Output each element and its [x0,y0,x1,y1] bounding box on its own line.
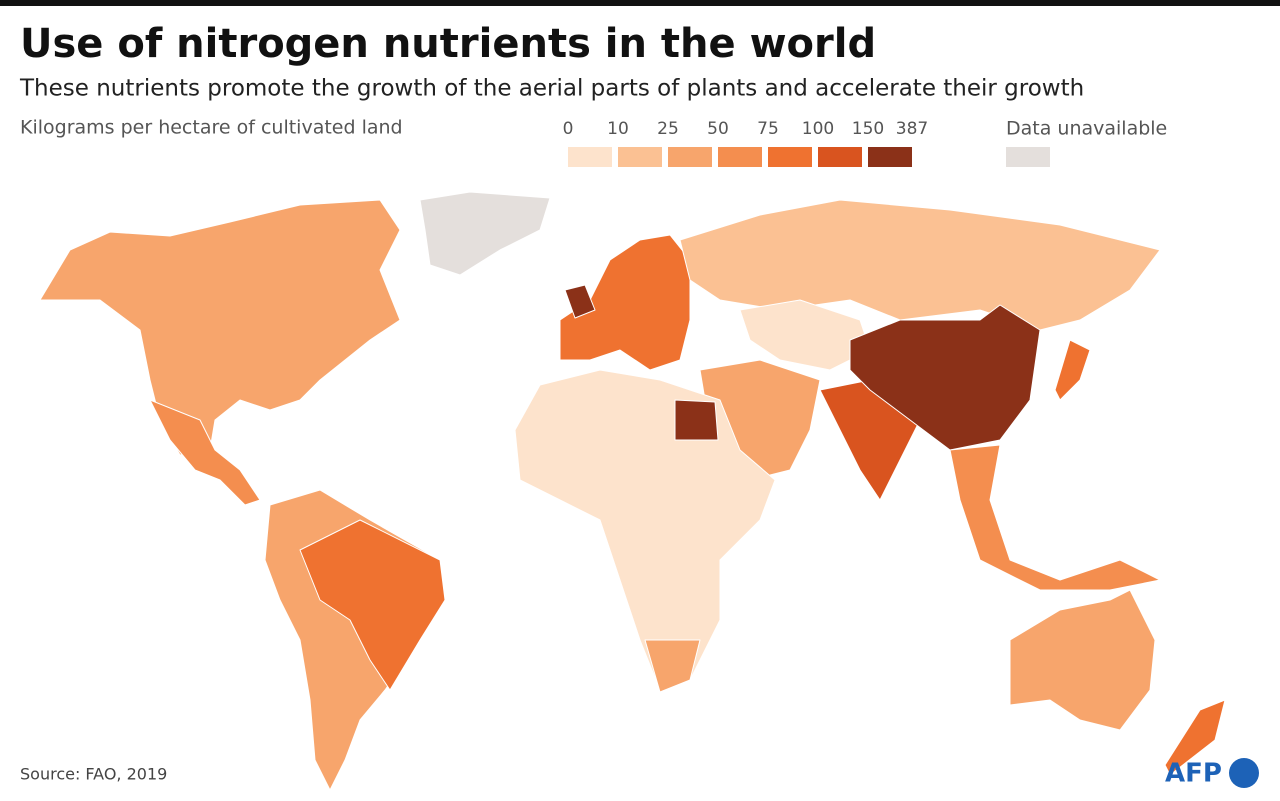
subtitle: These nutrients promote the growth of th… [19,76,1084,102]
legend-tick-label: 100 [802,119,834,139]
legend-swatch [818,147,862,167]
legend-swatch [768,147,812,167]
legend-tick-label: 0 [563,119,574,139]
title: Use of nitrogen nutrients in the world [20,21,876,67]
legend-swatch [668,147,712,167]
south-africa [644,639,701,693]
legend-swatch [868,147,912,167]
china [849,304,1041,451]
legend: 0 10 25 50 75 100 150 387 Data unavailable [563,118,1167,167]
legend-tick-label: 387 [896,119,928,139]
uk [564,284,596,319]
north-america [39,199,401,456]
world-map [39,191,1226,791]
australia [1009,589,1156,731]
greenland [419,191,551,276]
top-rule [0,0,1280,6]
legend-swatch [618,147,662,167]
unit-label: Kilograms per hectare of cultivated land [20,117,403,139]
unavailable-label: Data unavailable [1006,118,1167,140]
logo-dot [1229,758,1259,788]
russia [679,199,1161,331]
brazil [299,519,446,691]
legend-tick-label: 150 [852,119,884,139]
egypt [674,399,719,441]
logo-text: AFP [1165,759,1222,789]
africa [514,369,776,691]
legend-swatch [718,147,762,167]
central-america [149,399,261,506]
europe [559,234,691,371]
southeast-asia [949,444,1161,591]
new-zealand [1164,699,1226,776]
legend-tick-label: 50 [707,119,729,139]
legend-tick-label: 75 [757,119,779,139]
legend-tick-label: 10 [607,119,629,139]
unavailable-swatch [1006,147,1050,167]
legend-tick-label: 25 [657,119,679,139]
legend-swatch [568,147,612,167]
japan [1054,339,1091,401]
source: Source: FAO, 2019 [20,765,167,784]
